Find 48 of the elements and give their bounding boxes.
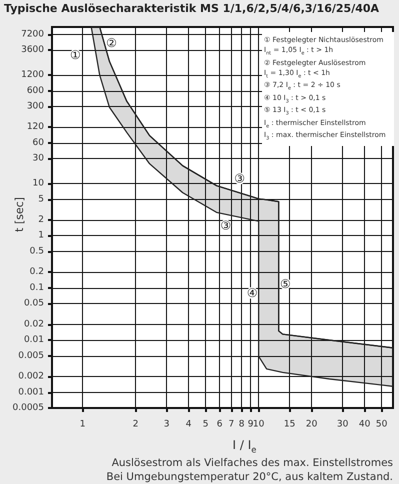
x-tick-label: 15	[284, 420, 296, 430]
y-tick-label: 30	[32, 154, 44, 164]
y-tick-label: 0.2	[30, 267, 44, 278]
x-tick-label: 10	[252, 420, 265, 430]
x-tick-label: 20	[306, 420, 318, 430]
x-tick-label: 6	[216, 420, 223, 430]
y-tick-label: 1	[38, 230, 44, 241]
x-tick-label: 4	[186, 420, 192, 430]
y-tick-label: 120	[26, 122, 44, 132]
y-tick-label: 2	[38, 215, 44, 226]
y-tick-label: 0.002	[18, 372, 44, 382]
y-tick-label: 10	[32, 178, 44, 189]
y-tick-label: 0.5	[30, 246, 44, 256]
y-tick-label: 0.1	[30, 282, 44, 293]
x-tick-label: 2	[132, 420, 138, 430]
y-tick-label: 0.01	[24, 335, 44, 346]
x-tick-label: 1	[80, 420, 86, 430]
y-tick-label: 300	[26, 101, 44, 112]
annotation: ②	[106, 36, 117, 50]
y-tick-label: 0.001	[18, 387, 44, 398]
x-tick-label: 3	[164, 420, 170, 430]
x-tick-label: 5	[202, 420, 209, 430]
annotation: ⑤	[280, 276, 291, 291]
x-tick-label: 30	[336, 420, 349, 430]
y-tick-label: 7200	[21, 29, 44, 40]
y-tick-label: 3600	[21, 45, 44, 56]
chart-title: Typische Auslösecharakteristik MS 1/1,6/2,5/4/6,3/16/25/40A	[4, 2, 380, 15]
x-tick-label: 9	[248, 420, 254, 430]
y-tick-label: 60	[32, 138, 44, 148]
x-tick-label: 40	[358, 420, 371, 430]
x-tick-label: 7	[228, 420, 234, 430]
x-axis-title: I / I$_{e}$	[232, 438, 258, 454]
annotation: ①	[70, 48, 81, 62]
text: Auslösestrom als Vielfaches des max. Einstellstromes	[110, 456, 393, 470]
y-tick-label: 600	[26, 86, 44, 96]
text: Bei Umgebungstemperatur 20°C, aus kaltem Zustand.	[106, 470, 393, 484]
x-tick-label: 8	[238, 420, 245, 430]
y-axis-title: t [sec]	[12, 197, 26, 232]
y-tick-label: 0.02	[24, 319, 44, 330]
y-tick-label: 0.05	[24, 298, 44, 309]
annotation: ④	[246, 286, 258, 300]
annotation: ③	[234, 171, 246, 186]
annotation: ③	[220, 218, 232, 233]
x-tick-label: 50	[376, 420, 388, 430]
y-tick-label: 1200	[21, 70, 44, 80]
y-tick-label: 0.005	[18, 350, 44, 361]
y-tick-label: 0.0005	[12, 403, 44, 413]
y-tick-label: 5	[38, 194, 44, 204]
